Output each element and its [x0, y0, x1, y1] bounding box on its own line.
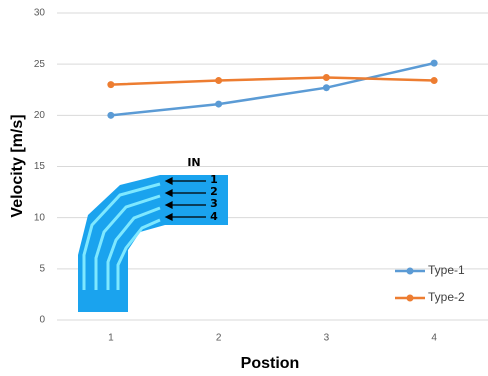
- x-tick-label: 1: [108, 333, 114, 344]
- y-tick-label: 30: [34, 8, 46, 19]
- inset-diagram: IN 1 2 3 4: [78, 156, 228, 312]
- data-point: [323, 84, 330, 91]
- y-tick-label: 15: [34, 161, 46, 172]
- data-point: [431, 60, 438, 67]
- y-tick-label: 5: [39, 263, 45, 274]
- y-tick-label: 10: [34, 212, 46, 223]
- y-tick-label: 20: [34, 110, 46, 121]
- data-point: [215, 101, 222, 108]
- x-tick-label: 2: [216, 333, 222, 344]
- chart: Postion Velocity [m/s] 0510152025301234 …: [0, 0, 488, 376]
- position-label: 3: [210, 197, 218, 210]
- x-tick-label: 3: [324, 333, 330, 344]
- data-point: [323, 74, 330, 81]
- x-axis-title: Postion: [241, 355, 300, 372]
- position-label: 4: [210, 210, 218, 223]
- legend-marker: [407, 268, 414, 275]
- data-point: [215, 77, 222, 84]
- x-tick-label: 4: [431, 333, 437, 344]
- data-point: [107, 81, 114, 88]
- inlet-label: IN: [187, 156, 200, 169]
- legend-marker: [407, 295, 414, 302]
- data-point: [107, 112, 114, 119]
- y-tick-label: 0: [39, 315, 45, 326]
- y-axis-title: Velocity [m/s]: [9, 114, 26, 217]
- legend-label: Type-2: [428, 290, 465, 304]
- series-line: [111, 77, 434, 84]
- legend-label: Type-1: [428, 263, 465, 277]
- y-tick-label: 25: [34, 59, 46, 70]
- data-point: [431, 77, 438, 84]
- series-line: [111, 63, 434, 115]
